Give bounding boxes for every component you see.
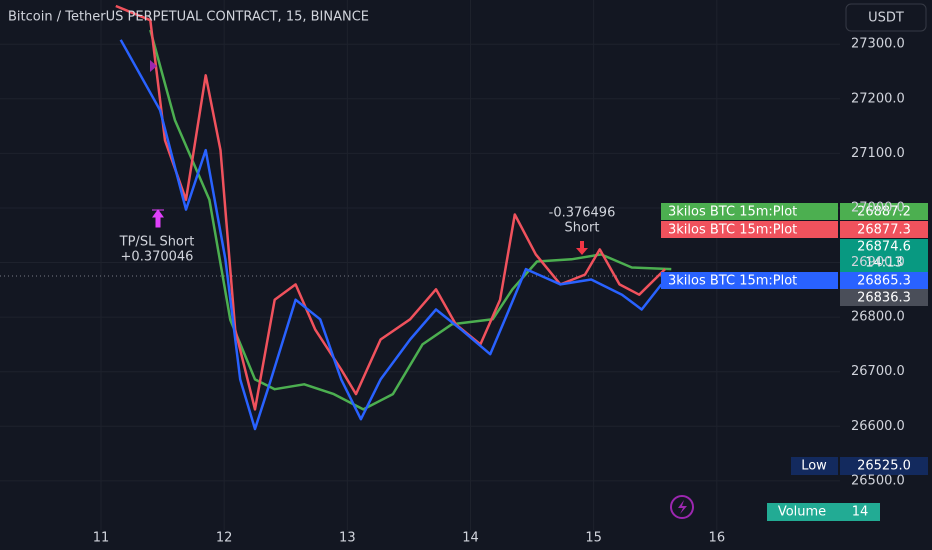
- ma-line: [149, 29, 672, 411]
- y-tick-label: 26700.0: [851, 364, 905, 379]
- tp-sl-marker: [152, 209, 164, 228]
- tag-box: [791, 457, 838, 475]
- chart-title: Bitcoin / TetherUS PERPETUAL CONTRACT, 1…: [8, 10, 369, 25]
- countdown: 14:13: [865, 256, 902, 271]
- tag-box: [767, 503, 880, 521]
- y-tick-label: 26600.0: [851, 419, 905, 434]
- tag-name: 3kilos BTC 15m:Plot: [668, 274, 797, 289]
- tag-box: [840, 289, 928, 306]
- price-tags: 3kilos BTC 15m:Plot 26887.2 3kilos BTC 1…: [661, 203, 928, 521]
- y-tick-label: 26800.0: [851, 310, 905, 325]
- y-tick-label: 27200.0: [851, 91, 905, 106]
- x-tick-label: 11: [93, 531, 110, 546]
- y-tick-label: 27300.0: [851, 37, 905, 52]
- annotation: Short: [565, 221, 600, 236]
- low-name: Low: [801, 459, 827, 474]
- annotation: +0.370046: [121, 250, 194, 265]
- event-icon[interactable]: [670, 495, 694, 519]
- last-price: 26874.6: [857, 240, 911, 255]
- annotation: -0.376496: [549, 206, 616, 221]
- tag-box: [661, 203, 838, 220]
- tag-box: [840, 221, 928, 238]
- annotation: TP/SL Short: [119, 235, 195, 250]
- tag-box: [840, 457, 928, 475]
- x-tick-label: 12: [216, 531, 233, 546]
- y-tick-label: 26500.0: [851, 473, 905, 488]
- currency[interactable]: USDT: [868, 11, 904, 26]
- y-tick-label: 26900.0: [851, 255, 905, 270]
- y-tick-label: 27000.0: [851, 200, 905, 215]
- tag-box: [840, 239, 928, 272]
- tag-name: 3kilos BTC 15m:Plot: [668, 205, 797, 220]
- tag-price: 26887.2: [857, 205, 911, 220]
- ma-line: [119, 39, 663, 431]
- x-tick-label: 15: [585, 531, 602, 546]
- tag-name: 3kilos BTC 15m:Plot: [668, 223, 797, 238]
- x-tick-label: 16: [709, 531, 726, 546]
- tag-price: 26836.3: [857, 291, 911, 306]
- event-icon-bolt[interactable]: [678, 500, 687, 514]
- x-tick-label: 14: [462, 531, 479, 546]
- y-tick-label: 27100.0: [851, 146, 905, 161]
- short-marker: [576, 241, 588, 255]
- tag-price: 26865.3: [857, 274, 911, 289]
- volume-name: Volume: [778, 505, 826, 520]
- currency-button[interactable]: [845, 3, 927, 32]
- tag-box: [661, 272, 838, 289]
- low-price: 26525.0: [857, 459, 911, 474]
- x-tick-label: 13: [339, 531, 356, 546]
- volume-value: 14: [852, 505, 869, 520]
- entry-marker: [150, 60, 157, 72]
- tag-box: [840, 272, 928, 289]
- tag-box: [661, 221, 838, 238]
- ma-line: [115, 4, 666, 411]
- tag-price: 26877.3: [857, 223, 911, 238]
- tag-box: [840, 203, 928, 220]
